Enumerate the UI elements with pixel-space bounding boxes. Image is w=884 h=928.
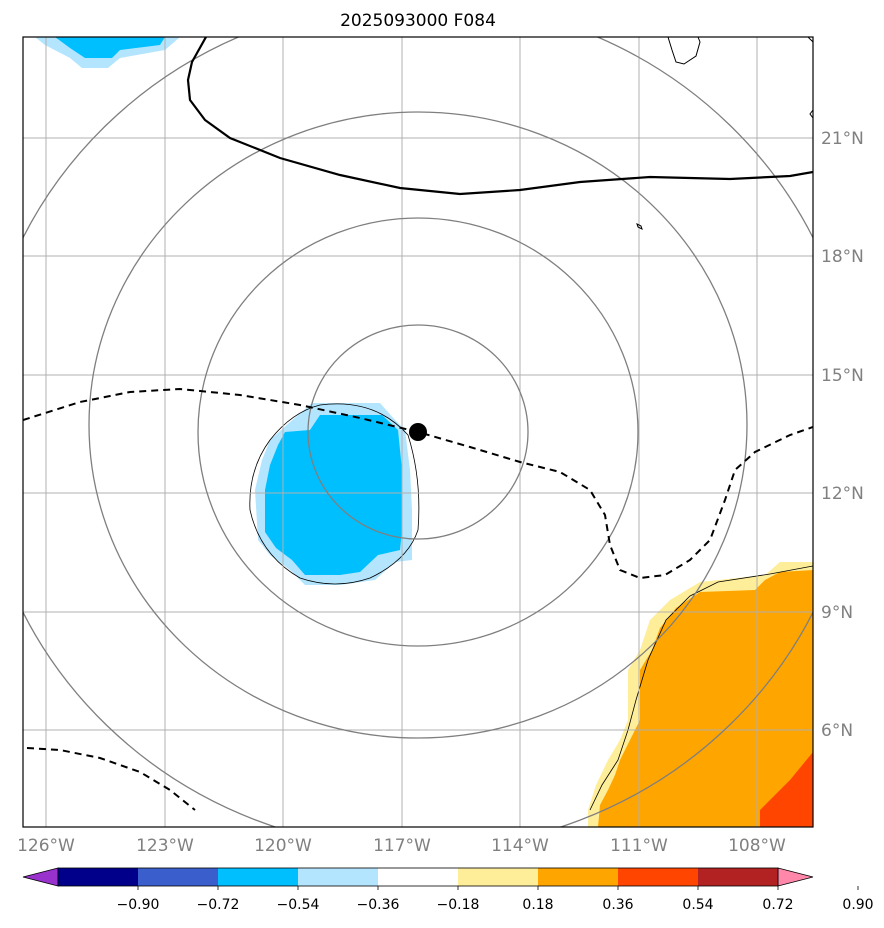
colorbar-segment <box>298 868 378 886</box>
map-panel <box>23 37 813 827</box>
figure-title: 2025093000 F084 <box>340 11 496 31</box>
longitude-labels: 126°W 123°W 120°W 117°W 114°W 111°W 108°… <box>17 836 786 856</box>
colorbar-segment <box>618 868 698 886</box>
range-ring-2 <box>197 217 639 647</box>
colorbar-segment <box>218 868 298 886</box>
coastline-east-2 <box>809 109 813 119</box>
lat-tick-label: 18°N <box>821 247 864 267</box>
lat-tick-label: 21°N <box>821 129 864 149</box>
range-ring-1 <box>307 324 529 540</box>
coastline-east <box>807 37 813 43</box>
gridlines <box>23 37 813 827</box>
warm-anomaly-medium <box>598 570 813 827</box>
colorbar-tick-label: 0.36 <box>602 897 633 913</box>
colorbar-segment <box>698 868 778 886</box>
small-island <box>636 223 643 230</box>
cold-anomaly-core <box>265 415 402 575</box>
colorbar-segment <box>58 868 138 886</box>
colorbar-tick-label: 0.90 <box>842 897 873 913</box>
colorbar-tick-label: −0.54 <box>277 897 320 913</box>
lat-tick-label: 15°N <box>821 366 864 386</box>
colorbar-extend-high <box>777 867 814 887</box>
cold-anomaly-outline <box>249 403 420 585</box>
latitude-labels: 21°N 18°N 15°N 12°N 9°N 6°N <box>821 129 864 741</box>
lon-tick-label: 123°W <box>136 836 194 856</box>
colorbar-tick-label: −0.18 <box>437 897 480 913</box>
warm-anomaly-outline <box>589 565 813 811</box>
lat-tick-label: 9°N <box>821 603 853 623</box>
lon-tick-label: 108°W <box>728 836 786 856</box>
colorbar-tick-label: 0.72 <box>762 897 793 913</box>
lon-tick-label: 120°W <box>254 836 312 856</box>
colorbar-segment <box>538 868 618 886</box>
lon-tick-label: 111°W <box>610 836 668 856</box>
colorbar-tick-label: −0.90 <box>117 897 160 913</box>
lon-tick-label: 117°W <box>373 836 431 856</box>
colorbar: −0.90 −0.72 −0.54 −0.36 −0.18 0.18 0.36 0.54 0.7… <box>22 867 874 913</box>
colorbar-segment <box>378 868 458 886</box>
colorbar-frame <box>57 867 779 887</box>
lat-tick-label: 12°N <box>821 484 864 504</box>
lon-tick-label: 114°W <box>491 836 549 856</box>
colorbar-segment <box>138 868 218 886</box>
dashed-contour-central <box>23 387 813 580</box>
map-frame <box>22 36 814 828</box>
dashed-contour-southwest <box>26 747 196 811</box>
colorbar-tick-label: −0.72 <box>197 897 240 913</box>
lon-tick-label: 126°W <box>17 836 75 856</box>
colorbar-tick-label: 0.54 <box>682 897 713 913</box>
coastline-north <box>667 37 701 65</box>
colorbar-tick-label: 0.18 <box>522 897 553 913</box>
colorbar-extend-low <box>22 867 59 887</box>
lat-tick-label: 6°N <box>821 721 853 741</box>
cold-anomaly-northwest-core <box>55 37 165 58</box>
warm-anomaly-strong <box>760 752 813 827</box>
colorbar-segment <box>458 868 538 886</box>
storm-center-marker <box>409 423 427 441</box>
colorbar-tick-label: −0.36 <box>357 897 400 913</box>
range-rings <box>23 37 813 827</box>
range-ring-3 <box>88 111 748 739</box>
solid-contour-north <box>186 37 813 196</box>
